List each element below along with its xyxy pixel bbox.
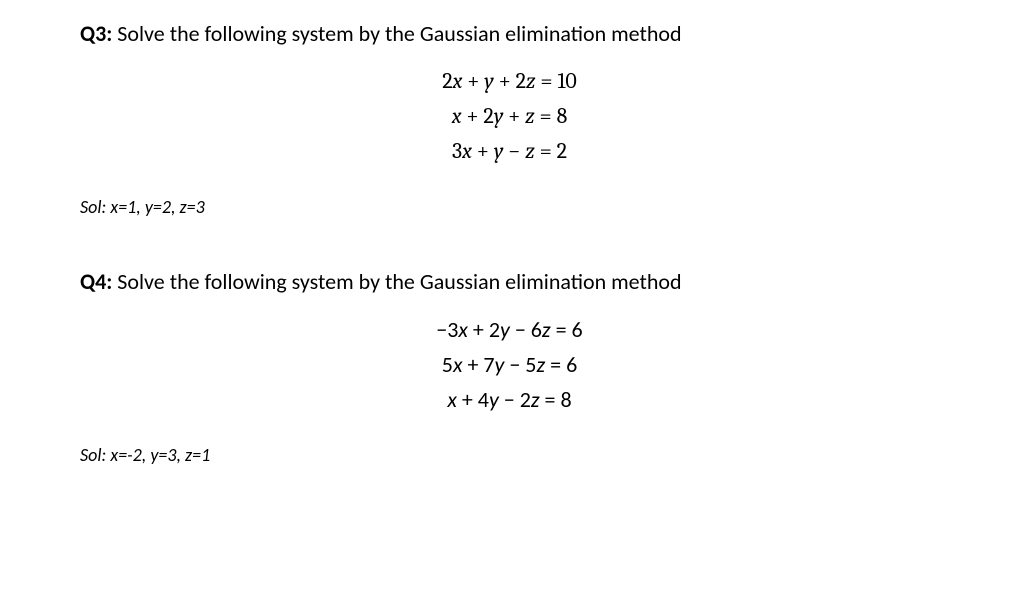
equals-sign: = xyxy=(540,68,557,94)
q3-equation-2: x + 2y + z = 8 xyxy=(80,100,939,133)
equals-sign: = xyxy=(545,386,561,413)
q3-eq3-lhs: 3x + y − z xyxy=(452,138,535,164)
q4-equation-1: −3x + 2y − 6z = 6 xyxy=(80,313,939,346)
q3-eq2-rhs: 8 xyxy=(557,103,568,129)
q3-solution: Sol: x=1, y=2, z=3 xyxy=(80,196,939,218)
equals-sign: = xyxy=(540,103,557,129)
equals-sign: = xyxy=(550,351,566,378)
q4-eq3-rhs: 8 xyxy=(560,386,571,413)
q4-eq2-lhs: 5x + 7y − 5z xyxy=(442,351,545,378)
q4-equation-3: x + 4y − 2z = 8 xyxy=(80,383,939,416)
q3-equations: 2x + y + 2z = 10 x + 2y + z = 8 3x + y −… xyxy=(80,65,939,168)
q3-eq1-rhs: 10 xyxy=(557,68,576,94)
q3-eq1-lhs: 2x + y + 2z xyxy=(442,68,535,94)
q3-prompt: Solve the following system by the Gaussi… xyxy=(117,20,681,47)
equals-sign: = xyxy=(556,316,572,343)
question-3-block: Q3: Solve the following system by the Ga… xyxy=(80,20,939,218)
equals-sign: = xyxy=(540,138,557,164)
q4-solution: Sol: x=-2, y=3, z=1 xyxy=(80,444,939,466)
q4-eq1-rhs: 6 xyxy=(572,316,583,343)
q4-eq2-rhs: 6 xyxy=(566,351,577,378)
question-3-title: Q3: Solve the following system by the Ga… xyxy=(80,20,939,47)
q3-equation-3: 3x + y − z = 2 xyxy=(80,135,939,168)
q4-equations: −3x + 2y − 6z = 6 5x + 7y − 5z = 6 x + 4… xyxy=(80,313,939,416)
q4-prompt: Solve the following system by the Gaussi… xyxy=(117,268,681,295)
q3-eq3-rhs: 2 xyxy=(557,138,567,164)
q3-eq2-lhs: x + 2y + z xyxy=(452,103,535,129)
q3-label: Q3: xyxy=(80,20,112,47)
question-4-block: Q4: Solve the following system by the Ga… xyxy=(80,268,939,466)
question-4-title: Q4: Solve the following system by the Ga… xyxy=(80,268,939,295)
q4-equation-2: 5x + 7y − 5z = 6 xyxy=(80,348,939,381)
q4-label: Q4: xyxy=(80,268,112,295)
q4-eq3-lhs: x + 4y − 2z xyxy=(447,386,539,413)
q4-eq1-lhs: −3x + 2y − 6z xyxy=(436,316,550,343)
q3-equation-1: 2x + y + 2z = 10 xyxy=(80,65,939,98)
